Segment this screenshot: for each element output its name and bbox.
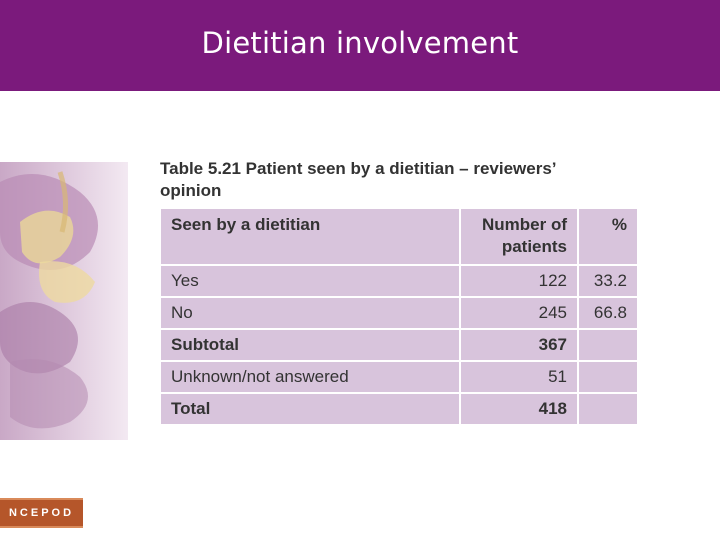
anatomy-illustration-icon bbox=[0, 162, 128, 440]
header-seen-by-dietitian: Seen by a dietitian bbox=[159, 207, 461, 266]
table-row-total: Total 418 bbox=[159, 392, 639, 426]
row-percent bbox=[577, 360, 639, 394]
table-row: Unknown/not answered 51 bbox=[159, 360, 639, 394]
row-count: 245 bbox=[459, 296, 579, 330]
row-label: Total bbox=[159, 392, 461, 426]
row-percent: 66.8 bbox=[577, 296, 639, 330]
row-percent bbox=[577, 392, 639, 426]
ncepod-logo: NCEPOD bbox=[0, 498, 83, 528]
table-row-subtotal: Subtotal 367 bbox=[159, 328, 639, 362]
table-row: No 245 66.8 bbox=[159, 296, 639, 330]
row-percent bbox=[577, 328, 639, 362]
header-bar: Dietitian involvement bbox=[0, 0, 720, 91]
row-label: Unknown/not answered bbox=[159, 360, 461, 394]
row-label: No bbox=[159, 296, 461, 330]
table-caption: Table 5.21 Patient seen by a dietitian –… bbox=[160, 159, 556, 200]
table-row: Yes 122 33.2 bbox=[159, 264, 639, 298]
row-percent: 33.2 bbox=[577, 264, 639, 298]
header-percent: % bbox=[577, 207, 639, 266]
row-label: Subtotal bbox=[159, 328, 461, 362]
row-count: 367 bbox=[459, 328, 579, 362]
header-number-of-patients: Number of patients bbox=[459, 207, 579, 266]
data-table: Seen by a dietitian Number of patients %… bbox=[159, 207, 639, 426]
row-count: 418 bbox=[459, 392, 579, 426]
logo-text: NCEPOD bbox=[8, 507, 75, 519]
table-header-row: Seen by a dietitian Number of patients % bbox=[159, 207, 639, 266]
row-count: 122 bbox=[459, 264, 579, 298]
slide-title: Dietitian involvement bbox=[201, 26, 519, 60]
row-count: 51 bbox=[459, 360, 579, 394]
row-label: Yes bbox=[159, 264, 461, 298]
